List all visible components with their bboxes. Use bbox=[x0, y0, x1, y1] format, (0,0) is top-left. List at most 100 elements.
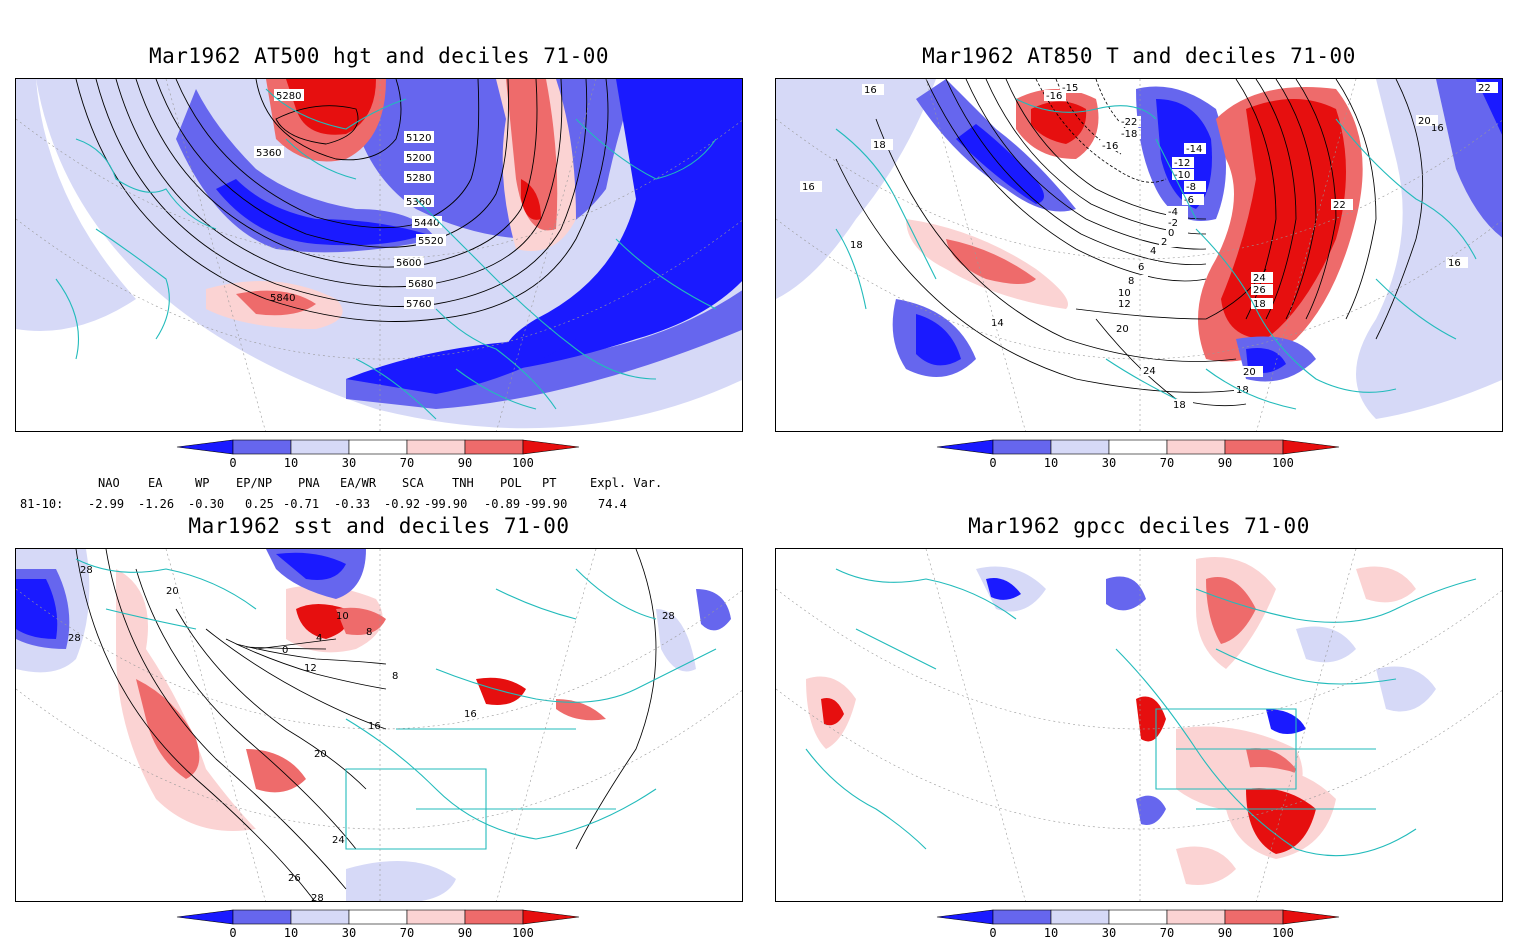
colorbar-segment bbox=[1224, 909, 1284, 925]
colorbar-tick-label: 10 bbox=[284, 926, 298, 940]
contour-label: 5440 bbox=[414, 218, 439, 229]
contour-label: 20 bbox=[1116, 324, 1129, 335]
contour-label: 24 bbox=[1143, 366, 1156, 377]
contour-label: 26 bbox=[288, 873, 301, 884]
colorbar-segment bbox=[406, 909, 466, 925]
contour-label: -16 bbox=[1046, 91, 1062, 102]
colorbar-segment bbox=[522, 909, 580, 925]
colorbar-segment bbox=[406, 439, 466, 455]
contour-label: 18 bbox=[1253, 299, 1266, 310]
panel-title-hgt: Mar1962 AT500 hgt and deciles 71-00 bbox=[148, 44, 609, 68]
contour-label: 5120 bbox=[406, 133, 431, 144]
colorbar-tick-label: 0 bbox=[989, 926, 996, 940]
contour-label: 0 bbox=[1168, 228, 1174, 239]
contour-label: 18 bbox=[1173, 400, 1186, 411]
contour-label: 6 bbox=[1138, 262, 1144, 273]
index-header: EP/NP bbox=[236, 476, 273, 490]
map-panel-sst: 28 20 28 0 4 8 10 12 16 20 24 26 28 16 8… bbox=[15, 548, 743, 902]
contour-label: 12 bbox=[1118, 299, 1131, 310]
contour-label: 8 bbox=[1128, 276, 1134, 287]
colorbar-segment bbox=[936, 439, 994, 455]
index-value: -99.90 bbox=[424, 497, 468, 511]
colorbar-segment bbox=[1050, 909, 1110, 925]
index-value: -0.30 bbox=[188, 497, 225, 511]
contour-label: -4 bbox=[1168, 207, 1178, 218]
contour-label: 14 bbox=[991, 318, 1004, 329]
contour-label: 5280 bbox=[406, 173, 431, 184]
contour-label: 8 bbox=[392, 671, 398, 682]
colorbar-segment bbox=[992, 909, 1052, 925]
colorbar-hgt: 0 10 30 70 90 100 bbox=[175, 438, 595, 474]
colorbar-tick-label: 70 bbox=[400, 926, 414, 940]
contour-label: 4 bbox=[1150, 246, 1156, 257]
colorbar-tick-label: 10 bbox=[1044, 926, 1058, 940]
contour-label: -10 bbox=[1174, 170, 1190, 181]
contour-label: 20 bbox=[166, 586, 179, 597]
map-panel-hgt: 5280 5360 5120 5200 5280 5360 5440 5520 … bbox=[15, 78, 743, 432]
contour-label: 10 bbox=[336, 611, 349, 622]
contour-label: 18 bbox=[873, 140, 886, 151]
contour-label: 16 bbox=[802, 182, 815, 193]
colorbar-segment bbox=[290, 439, 350, 455]
colorbar-segment bbox=[176, 909, 234, 925]
colorbar-tick-label: 90 bbox=[458, 926, 472, 940]
index-value: -0.71 bbox=[283, 497, 320, 511]
index-row-label: 81-10: bbox=[20, 497, 64, 511]
contour-label: 28 bbox=[80, 565, 93, 576]
panel-title-gpcc: Mar1962 gpcc deciles 71-00 bbox=[968, 514, 1310, 538]
colorbar-tick-label: 0 bbox=[229, 926, 236, 940]
panel-title-t850: Mar1962 AT850 T and deciles 71-00 bbox=[922, 44, 1356, 68]
contour-label: 5680 bbox=[408, 279, 433, 290]
index-value: -1.26 bbox=[138, 497, 175, 511]
index-header: NAO bbox=[98, 476, 120, 490]
colorbar-segment bbox=[232, 439, 292, 455]
contour-label: -15 bbox=[1062, 83, 1078, 94]
map-panel-gpcc bbox=[775, 548, 1503, 902]
index-header: TNH bbox=[452, 476, 474, 490]
colorbar-segment bbox=[1224, 439, 1284, 455]
contour-label: 16 bbox=[1448, 258, 1461, 269]
contour-label: 26 bbox=[1253, 285, 1266, 296]
colorbar-segment bbox=[1108, 439, 1168, 455]
contour-label: -2 bbox=[1168, 218, 1178, 229]
index-value: -2.99 bbox=[88, 497, 125, 511]
index-value: 74.4 bbox=[598, 497, 627, 511]
index-value: -99.90 bbox=[524, 497, 568, 511]
colorbar-segment bbox=[1050, 439, 1110, 455]
contour-label: -12 bbox=[1174, 158, 1190, 169]
contour-label: 28 bbox=[311, 893, 324, 902]
colorbar-tick-label: 70 bbox=[1160, 926, 1174, 940]
colorbar-tick-label: 30 bbox=[342, 456, 356, 470]
contour-label: 22 bbox=[1333, 200, 1346, 211]
contour-label: 18 bbox=[1236, 385, 1249, 396]
index-header: SCA bbox=[402, 476, 424, 490]
colorbar-tick-label: 90 bbox=[1218, 456, 1232, 470]
colorbar-segment bbox=[348, 909, 408, 925]
colorbar-tick-label: 30 bbox=[1102, 456, 1116, 470]
colorbar-tick-label: 30 bbox=[1102, 926, 1116, 940]
contour-label: 5600 bbox=[396, 258, 421, 269]
contour-label: 5200 bbox=[406, 153, 431, 164]
colorbar-segment bbox=[176, 439, 234, 455]
index-header: WP bbox=[195, 476, 210, 490]
colorbar-gpcc: 0 10 30 70 90 100 bbox=[935, 908, 1355, 944]
colorbar-tick-label: 100 bbox=[1272, 456, 1294, 470]
colorbar-tick-label: 70 bbox=[400, 456, 414, 470]
colorbar-tick-label: 100 bbox=[512, 456, 534, 470]
index-header: EA/WR bbox=[340, 476, 377, 490]
colorbar-segment bbox=[522, 439, 580, 455]
contour-label: 20 bbox=[1418, 116, 1431, 127]
colorbar-segment bbox=[464, 439, 524, 455]
index-header: PNA bbox=[298, 476, 320, 490]
index-header: Expl. Var. bbox=[590, 476, 663, 490]
colorbar-segment bbox=[464, 909, 524, 925]
colorbar-tick-label: 100 bbox=[512, 926, 534, 940]
colorbar-tick-label: 10 bbox=[284, 456, 298, 470]
contour-label: 10 bbox=[1118, 288, 1131, 299]
index-value: 0.25 bbox=[245, 497, 274, 511]
contour-label: 2 bbox=[1161, 237, 1167, 248]
colorbar-tick-label: 100 bbox=[1272, 926, 1294, 940]
contour-label: 20 bbox=[314, 749, 327, 760]
contour-label: 24 bbox=[1253, 273, 1266, 284]
colorbar-tick-label: 30 bbox=[342, 926, 356, 940]
